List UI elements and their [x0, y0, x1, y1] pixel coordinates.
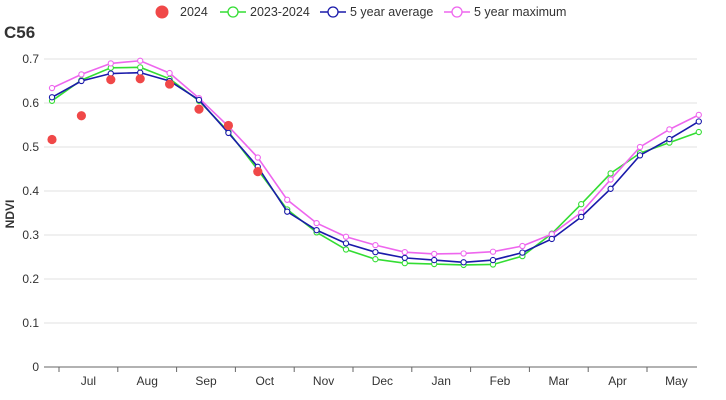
series-layer — [47, 57, 702, 269]
data-point-2024 — [47, 134, 57, 145]
data-point-2024 — [165, 79, 175, 89]
legend-marker — [451, 6, 463, 18]
data-point — [460, 259, 467, 266]
data-point — [489, 256, 497, 264]
data-point — [695, 111, 702, 119]
data-point-2024 — [135, 74, 145, 84]
data-point — [284, 196, 291, 203]
data-point — [137, 64, 144, 71]
data-point — [372, 256, 379, 263]
legend-marker — [155, 5, 169, 19]
data-point — [489, 248, 497, 255]
data-point — [460, 250, 467, 257]
data-point-2024 — [106, 75, 116, 85]
data-point — [195, 96, 203, 104]
x-tick-label: Sep — [195, 374, 217, 388]
data-point — [548, 235, 555, 243]
data-point — [431, 256, 438, 264]
data-point — [607, 176, 614, 183]
x-tick-label: Oct — [255, 374, 274, 388]
x-tick-label: May — [665, 374, 688, 388]
y-axis-label: NDVI — [3, 200, 17, 229]
data-point — [431, 250, 438, 258]
y-tick-label: 0.7 — [22, 52, 39, 66]
data-point — [401, 254, 408, 262]
data-point — [636, 143, 644, 151]
data-point — [607, 170, 614, 177]
data-point — [78, 77, 85, 85]
data-point — [107, 60, 114, 67]
y-tick-label: 0.3 — [22, 228, 39, 242]
data-point — [695, 128, 702, 136]
data-point — [372, 249, 379, 256]
data-point — [372, 241, 379, 249]
y-tick-label: 0.6 — [22, 96, 39, 110]
data-point — [313, 219, 320, 227]
y-tick-label: 0 — [32, 360, 39, 374]
legend-marker — [327, 6, 339, 18]
data-point — [401, 249, 408, 256]
data-point — [342, 246, 350, 253]
data-point-2024 — [194, 104, 204, 114]
x-tick-label: Jul — [81, 374, 96, 388]
y-tick-label: 0.1 — [22, 316, 39, 330]
series-line — [51, 71, 700, 264]
data-point — [666, 135, 673, 143]
x-tick-label: Aug — [137, 374, 158, 388]
data-point — [519, 249, 526, 256]
legend-label: 2024 — [180, 5, 208, 19]
legend-label: 5 year maximum — [474, 5, 566, 19]
x-tick-label: Feb — [490, 374, 511, 388]
data-point — [78, 71, 85, 78]
legend-marker — [227, 6, 239, 18]
data-point-2024 — [76, 111, 86, 121]
data-point — [666, 126, 673, 133]
data-point — [225, 129, 232, 137]
chart-title: C56 — [4, 23, 35, 42]
x-tick-label: Nov — [313, 374, 334, 388]
data-point — [284, 208, 291, 215]
data-point — [578, 201, 585, 208]
data-point — [48, 94, 56, 101]
axes: 0 0.1 0.2 0.3 0.4 0.5 0.6 0.7 Jul Aug Sep Oct Nov Dec… — [22, 52, 697, 388]
data-point — [313, 227, 320, 234]
data-point — [342, 240, 350, 247]
data-point — [137, 57, 144, 64]
data-point — [401, 260, 408, 267]
grid — [44, 58, 697, 368]
legend: 2024 2023-2024 5 year average 5 year maximu… — [155, 5, 566, 19]
y-tick-label: 0.2 — [22, 272, 39, 286]
y-tick-label: 0.5 — [22, 140, 39, 154]
data-point — [578, 213, 585, 221]
series-line — [51, 59, 700, 255]
data-point — [519, 242, 526, 250]
y-tick-label: 0.4 — [22, 184, 39, 198]
x-tick-label: Dec — [372, 374, 393, 388]
data-point — [342, 233, 350, 240]
data-point-2024 — [223, 120, 233, 131]
data-point — [695, 118, 702, 125]
legend-label: 2023-2024 — [250, 5, 310, 19]
legend-label: 5 year average — [350, 5, 433, 19]
data-point — [254, 154, 261, 161]
data-point — [636, 152, 644, 159]
data-point — [166, 69, 173, 77]
data-point — [48, 84, 56, 92]
x-tick-label: Jan — [432, 374, 451, 388]
data-point-2024 — [253, 167, 263, 177]
data-point — [607, 185, 614, 192]
x-tick-label: Apr — [608, 374, 627, 388]
x-tick-label: Mar — [548, 374, 569, 388]
